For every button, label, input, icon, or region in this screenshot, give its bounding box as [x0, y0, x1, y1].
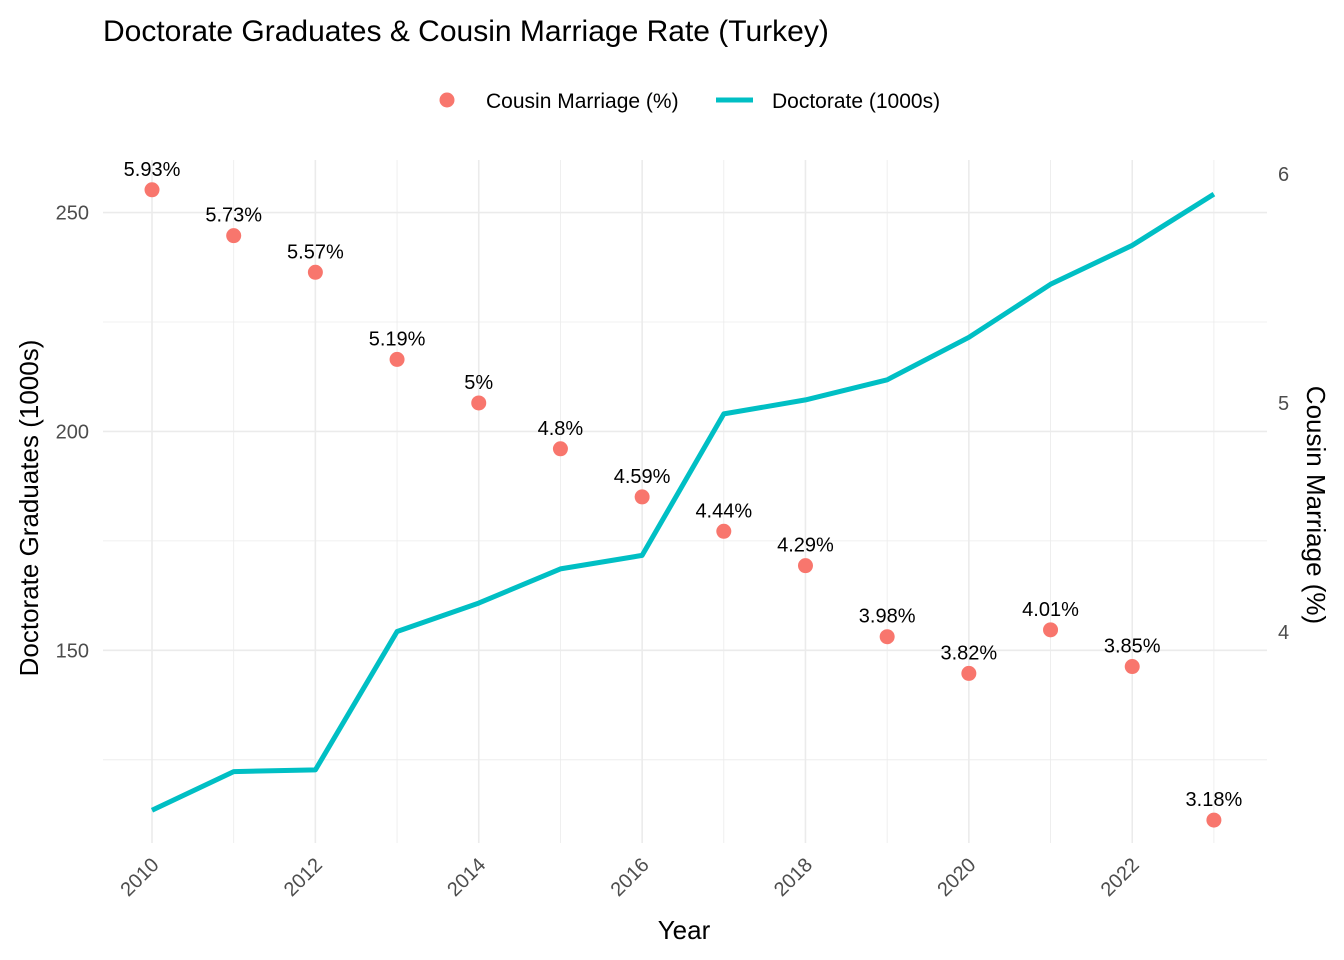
- legend-label-doctorate: Doctorate (1000s): [772, 90, 940, 113]
- cousin-marriage-point: [1043, 622, 1059, 638]
- legend-marker-cousin-marriage: [439, 92, 455, 108]
- cousin-marriage-data-label: 4.29%: [777, 535, 834, 557]
- cousin-marriage-point: [144, 182, 160, 198]
- x-axis-title: Year: [658, 915, 711, 945]
- y2-axis-title: Cousin Marriage (%): [1301, 386, 1331, 624]
- cousin-marriage-data-label: 3.98%: [859, 606, 916, 628]
- y2-axis-ticks: 4 5 6: [1278, 164, 1289, 644]
- doctorate-line: [150, 191, 1216, 813]
- x-tick-label: 2012: [280, 854, 327, 901]
- x-tick-label: 2016: [607, 854, 654, 901]
- cousin-marriage-data-label: 4.01%: [1022, 599, 1079, 621]
- y2-tick-label: 5: [1278, 393, 1289, 415]
- cousin-marriage-point: [552, 441, 568, 457]
- x-tick-label: 2018: [770, 854, 817, 901]
- cousin-marriage-data-label: 3.85%: [1104, 636, 1161, 658]
- x-axis-ticks: 2010 2012 2014 2016 2018 2020 2022: [117, 854, 1144, 901]
- y-tick-label: 250: [56, 203, 89, 225]
- cousin-marriage-point: [716, 523, 732, 539]
- series-layer: 5.93% 5.73% 5.57% 5.19% 5% 4.8% 4.59% 4.44% 4.29…: [124, 159, 1243, 828]
- cousin-marriage-data-label: 4.8%: [538, 418, 584, 440]
- cousin-marriage-point: [879, 629, 895, 645]
- cousin-marriage-point: [1124, 659, 1140, 675]
- cousin-marriage-point: [797, 558, 813, 574]
- legend: Cousin Marriage (%) Doctorate (1000s): [439, 90, 940, 113]
- cousin-marriage-data-label: 3.18%: [1186, 789, 1243, 811]
- chart-title: Doctorate Graduates & Cousin Marriage Ra…: [103, 15, 829, 48]
- cousin-marriage-data-label: 4.44%: [695, 500, 752, 522]
- cousin-marriage-point: [226, 228, 242, 244]
- cousin-marriage-point: [389, 351, 405, 367]
- cousin-marriage-point: [1206, 812, 1222, 828]
- y2-tick-label: 4: [1278, 622, 1289, 644]
- cousin-marriage-data-label: 5%: [464, 372, 493, 394]
- y-axis-ticks: 150 200 250: [56, 203, 89, 663]
- cousin-marriage-point: [634, 489, 650, 505]
- x-tick-label: 2014: [443, 854, 490, 901]
- cousin-marriage-point: [961, 665, 977, 681]
- cousin-marriage-data-label: 5.73%: [205, 205, 262, 227]
- cousin-marriage-point: [307, 264, 323, 280]
- cousin-marriage-point: [471, 395, 487, 411]
- cousin-marriage-data-label: 5.57%: [287, 241, 344, 263]
- y-axis-title: Doctorate Graduates (1000s): [14, 340, 44, 677]
- legend-label-cousin-marriage: Cousin Marriage (%): [486, 90, 679, 113]
- cousin-marriage-data-label: 4.59%: [614, 466, 671, 488]
- y2-tick-label: 6: [1278, 164, 1289, 186]
- x-tick-label: 2010: [117, 854, 164, 901]
- x-tick-label: 2022: [1097, 854, 1144, 901]
- cousin-marriage-data-label: 5.19%: [369, 328, 426, 350]
- cousin-marriage-data-label: 3.82%: [940, 642, 997, 664]
- cousin-marriage-data-label: 5.93%: [124, 159, 181, 181]
- y-tick-label: 150: [56, 640, 89, 662]
- x-tick-label: 2020: [933, 854, 980, 901]
- y-tick-label: 200: [56, 421, 89, 443]
